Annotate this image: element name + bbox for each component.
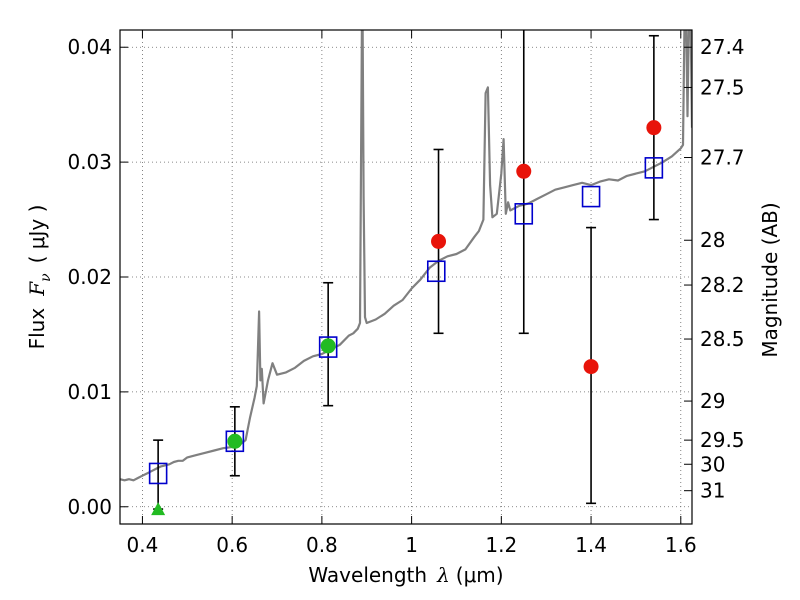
- plot-area: [120, 30, 692, 516]
- x-tick-label: 1.4: [575, 533, 607, 557]
- model-band-marker: [148, 462, 168, 485]
- x-tick-label: 0.6: [216, 533, 248, 557]
- observed-detection-point: [516, 163, 532, 179]
- plot-frame: [119, 29, 693, 525]
- model-band-marker: [514, 203, 534, 225]
- magnitude-tick-label: 31: [700, 479, 725, 503]
- y-tick-label: 0.04: [67, 35, 112, 59]
- magnitude-tick-label: 27.7: [700, 146, 745, 170]
- observed-detection-point: [431, 233, 447, 249]
- magnitude-tick-label: 27.5: [700, 75, 745, 99]
- magnitude-tick-label: 27.4: [700, 35, 745, 59]
- observed-optical-point: [320, 338, 336, 354]
- x-tick-label: 0.8: [306, 533, 338, 557]
- y-axis-label: FluxFν( μJy ): [25, 205, 54, 350]
- magnitude-tick-label: 28: [700, 228, 725, 252]
- magnitude-tick-label: 28.5: [700, 327, 745, 351]
- x-tick-label: 0.4: [127, 533, 159, 557]
- y-tick-label: 0.00: [67, 495, 112, 519]
- observed-detection-point: [583, 359, 599, 375]
- x-tick-label: 1: [405, 533, 418, 557]
- model-band-marker: [644, 157, 664, 179]
- observed-detection-point: [646, 120, 662, 136]
- observed-optical-point: [227, 433, 243, 449]
- magnitude-tick-label: 28.2: [700, 273, 745, 297]
- model-spectrum-line: [120, 30, 692, 482]
- y-tick-label: 0.01: [67, 380, 112, 404]
- magnitude-axis-label: Magnitude (AB): [758, 202, 782, 357]
- y-tick-label: 0.03: [67, 150, 112, 174]
- x-tick-label: 1.6: [665, 533, 697, 557]
- x-axis-label: Wavelength λ (μm): [308, 563, 503, 587]
- model-band-marker: [426, 260, 446, 283]
- model-band-marker: [581, 185, 601, 208]
- ticks: 0.4 0.6 0.8 1 1.2 1.4 1.6 0.00 0.01 0.02 0.03 0.04 2…: [67, 30, 745, 557]
- y-tick-label: 0.02: [67, 265, 112, 289]
- model-band-marker: [318, 336, 338, 358]
- model-band-marker: [225, 430, 245, 453]
- upper-limit-marker: [151, 502, 166, 516]
- magnitude-tick-label: 29.5: [700, 428, 745, 452]
- magnitude-tick-label: 30: [700, 452, 725, 476]
- x-tick-label: 1.2: [485, 533, 517, 557]
- grid: [120, 30, 692, 524]
- magnitude-tick-label: 29: [700, 389, 725, 413]
